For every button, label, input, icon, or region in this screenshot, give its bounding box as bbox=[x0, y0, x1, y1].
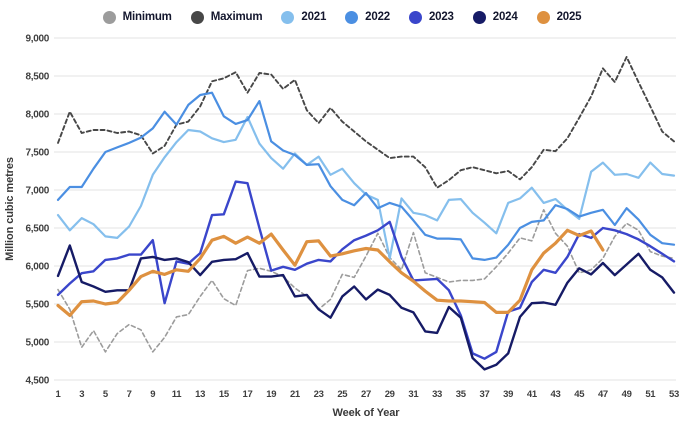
x-tick-label: 7 bbox=[127, 389, 132, 400]
legend-dot-icon bbox=[536, 10, 550, 24]
series-line-2023 bbox=[56, 180, 676, 360]
y-tick-label: 8,500 bbox=[25, 72, 49, 83]
x-tick-label: 15 bbox=[219, 389, 230, 400]
legend-label: Maximum bbox=[210, 11, 263, 23]
x-tick-label: 37 bbox=[479, 389, 489, 400]
series-line-maximum bbox=[57, 56, 675, 189]
legend-label: 2025 bbox=[556, 11, 582, 23]
x-tick-label: 23 bbox=[314, 389, 324, 400]
series-line-2021 bbox=[56, 115, 676, 260]
x-tick-label: 1 bbox=[56, 389, 62, 400]
legend-item-maximum[interactable]: Maximum bbox=[190, 10, 263, 24]
x-tick-label: 43 bbox=[551, 389, 561, 400]
y-tick-label: 7,500 bbox=[25, 148, 49, 159]
legend-item-2025[interactable]: 2025 bbox=[536, 10, 582, 24]
legend-label: 2023 bbox=[428, 11, 454, 23]
series-line-minimum bbox=[57, 209, 675, 353]
x-tick-label: 9 bbox=[150, 389, 155, 400]
x-tick-label: 21 bbox=[290, 389, 301, 400]
x-tick-label: 45 bbox=[574, 389, 585, 400]
legend-item-2022[interactable]: 2022 bbox=[345, 10, 390, 24]
y-tick-label: 5,500 bbox=[25, 300, 49, 311]
legend-label: Minimum bbox=[122, 11, 172, 23]
series-line-2025 bbox=[56, 228, 605, 317]
x-tick-label: 3 bbox=[79, 389, 84, 400]
x-tick-label: 47 bbox=[598, 389, 608, 400]
series-line-2022 bbox=[56, 91, 676, 261]
y-tick-label: 6,500 bbox=[25, 224, 49, 235]
legend-dot-icon bbox=[102, 10, 116, 24]
legend-label: 2022 bbox=[365, 11, 390, 23]
x-tick-label: 19 bbox=[266, 389, 276, 400]
x-tick-label: 27 bbox=[361, 389, 371, 400]
y-tick-label: 7,000 bbox=[25, 186, 49, 197]
x-tick-label: 53 bbox=[669, 389, 679, 400]
x-tick-label: 33 bbox=[432, 389, 442, 400]
x-tick-label: 11 bbox=[172, 389, 182, 400]
x-tick-label: 31 bbox=[408, 389, 419, 400]
y-tick-label: 4,500 bbox=[25, 376, 49, 387]
legend-item-2024[interactable]: 2024 bbox=[472, 10, 518, 24]
x-axis-title: Week of Year bbox=[333, 407, 401, 419]
legend-dot-icon bbox=[472, 10, 486, 24]
legend-dot-icon bbox=[281, 10, 295, 24]
y-tick-label: 5,000 bbox=[25, 338, 49, 349]
x-tick-label: 49 bbox=[622, 389, 632, 400]
legend-item-minimum[interactable]: Minimum bbox=[102, 10, 172, 24]
x-tick-label: 39 bbox=[503, 389, 513, 400]
x-tick-label: 5 bbox=[103, 389, 109, 400]
x-tick-label: 13 bbox=[195, 389, 205, 400]
legend-label: 2021 bbox=[301, 11, 327, 23]
legend-dot-icon bbox=[190, 10, 204, 24]
legend-dot-icon bbox=[408, 10, 422, 24]
x-tick-label: 35 bbox=[456, 389, 467, 400]
x-tick-label: 41 bbox=[527, 389, 538, 400]
legend-item-2021[interactable]: 2021 bbox=[281, 10, 327, 24]
chart-legend: Minimum Maximum 2021 2022 2023 2024 2025 bbox=[0, 5, 684, 29]
y-tick-label: 9,000 bbox=[25, 34, 49, 45]
legend-item-2023[interactable]: 2023 bbox=[408, 10, 454, 24]
legend-dot-icon bbox=[345, 10, 359, 24]
legend-label: 2024 bbox=[492, 11, 518, 23]
y-axis-title: Million cubic metres bbox=[4, 157, 16, 261]
x-tick-label: 17 bbox=[243, 389, 253, 400]
y-tick-label: 6,000 bbox=[25, 262, 49, 273]
x-tick-label: 29 bbox=[385, 389, 395, 400]
y-tick-label: 8,000 bbox=[25, 110, 49, 121]
x-tick-label: 25 bbox=[337, 389, 348, 400]
series-line-2024 bbox=[56, 244, 676, 371]
x-tick-label: 51 bbox=[645, 389, 656, 400]
